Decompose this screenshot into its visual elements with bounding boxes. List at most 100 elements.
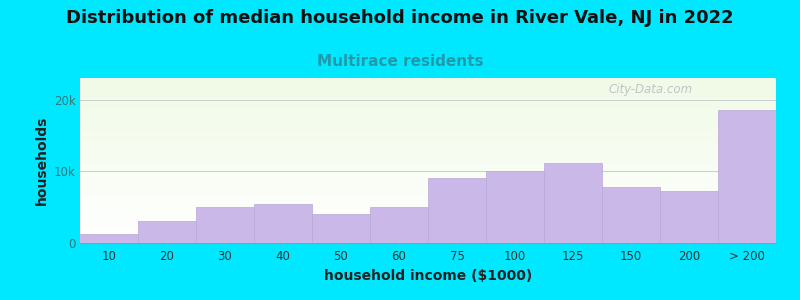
Bar [80,157,776,158]
Bar [80,213,776,214]
Bar [80,222,776,223]
Bar [80,146,776,147]
Bar [80,226,776,228]
Bar [80,143,776,144]
Bar [80,220,776,221]
Bar [80,158,776,159]
Bar [80,119,776,120]
Bar [80,172,776,174]
Bar [80,241,776,242]
Bar [80,113,776,114]
Bar [80,100,776,101]
Bar [80,130,776,131]
Bar [80,97,776,98]
Bar [80,125,776,126]
Bar [80,131,776,132]
Bar [80,90,776,91]
Bar [80,160,776,162]
Bar [80,114,776,116]
Bar [80,79,776,80]
Bar [80,88,776,89]
Bar [80,116,776,118]
Bar [80,198,776,199]
Bar [80,163,776,164]
Bar [80,94,776,96]
Bar [80,215,776,217]
Bar [80,148,776,149]
Bar [80,83,776,85]
Bar [80,186,776,187]
Bar [80,235,776,236]
Bar [80,199,776,200]
Bar [80,134,776,135]
Bar [80,169,776,170]
Bar [80,85,776,86]
Bar [80,194,776,195]
Bar [80,178,776,179]
Text: City-Data.com: City-Data.com [609,83,693,96]
Bar [80,101,776,102]
Bar [80,184,776,185]
Bar [80,135,776,136]
Bar [80,137,776,139]
Bar [80,214,776,215]
Bar [80,236,776,238]
Bar [80,224,776,225]
Bar [80,191,776,192]
Bar [80,111,776,112]
Bar [80,211,776,212]
Bar [80,170,776,172]
Bar [80,230,776,231]
Bar [80,231,776,232]
Bar [80,154,776,155]
Bar [80,221,776,222]
Bar [80,188,776,189]
Bar [602,187,660,243]
Bar [80,98,776,99]
Bar [80,238,776,239]
Bar [80,175,776,176]
Bar [80,156,776,157]
Bar [80,217,776,218]
Bar [80,108,776,109]
Bar [80,92,776,93]
Bar [80,112,776,113]
Bar [80,155,776,156]
Bar [80,219,776,220]
Bar [80,164,776,165]
Bar [80,159,776,160]
Bar [80,185,776,186]
Bar [544,163,602,243]
Bar [80,206,776,207]
Bar [80,197,776,198]
Bar [196,207,254,243]
Text: Multirace residents: Multirace residents [317,54,483,69]
Bar [80,145,776,146]
Bar [80,192,776,194]
Bar [80,126,776,128]
Bar [80,124,776,125]
Bar [80,139,776,140]
Bar [80,118,776,119]
Bar [80,162,776,163]
Bar [80,196,776,197]
Bar [80,238,776,240]
Bar [80,179,776,180]
Bar [660,190,718,243]
Bar [80,96,776,97]
Bar [80,176,776,177]
Bar [80,207,776,208]
Bar [312,214,370,243]
Bar [80,82,776,83]
Bar [80,122,776,123]
Bar [80,136,776,137]
Bar [80,165,776,166]
Bar [138,221,196,243]
X-axis label: household income ($1000): household income ($1000) [324,268,532,283]
Bar [80,120,776,121]
Bar [80,86,776,87]
Bar [80,210,776,211]
Bar [80,205,776,206]
Bar [80,190,776,191]
Bar [80,80,776,81]
